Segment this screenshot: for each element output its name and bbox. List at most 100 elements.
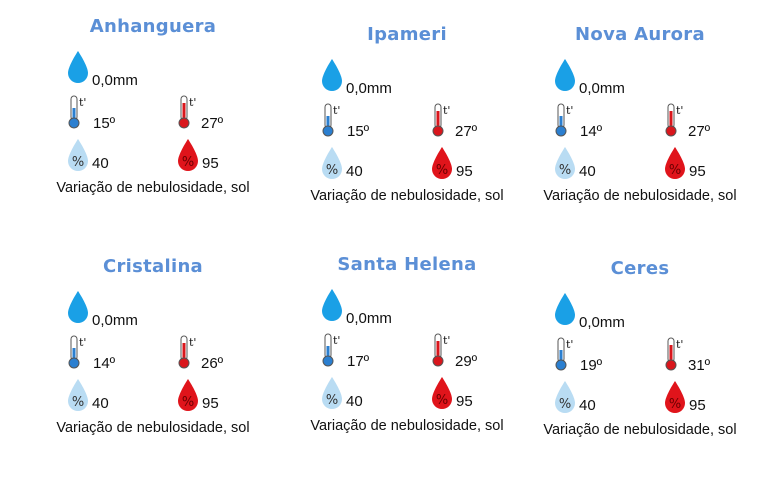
humidity-max-icon: % xyxy=(178,139,198,171)
humidity-max-icon: % xyxy=(178,379,198,411)
temperature-symbol: t' xyxy=(79,336,86,349)
thermometer-max-icon: t' xyxy=(432,103,450,137)
rainfall-value: 0,0mm xyxy=(346,80,392,97)
humidity-symbol: % xyxy=(559,163,571,178)
humidity-min-icon: % xyxy=(555,147,575,179)
temperature-min: 19º xyxy=(580,357,603,374)
temperature-symbol: t' xyxy=(333,334,340,347)
humidity-max: 95 xyxy=(689,163,706,180)
rainfall-value: 0,0mm xyxy=(579,314,625,331)
humidity-max: 95 xyxy=(202,395,219,412)
thermometer-max-icon: t' xyxy=(665,337,683,371)
thermometer-min-icon: t' xyxy=(68,335,86,369)
humidity-max-icon: % xyxy=(665,381,685,413)
humidity-min-icon: % xyxy=(322,147,342,179)
weather-condition: Variação de nebulosidade, sol xyxy=(543,422,737,438)
temperature-min: 17º xyxy=(347,353,370,370)
thermometer-min-icon: t' xyxy=(322,333,340,367)
city-name: Ceres xyxy=(610,258,670,279)
rainfall-value: 0,0mm xyxy=(346,310,392,327)
city-forecast-card: Ceres 0,0mm t' 19º t' 31º % 40 % 95 xyxy=(525,258,755,468)
temperature-symbol: t' xyxy=(333,104,340,117)
weather-condition: Variação de nebulosidade, sol xyxy=(56,420,250,436)
temperature-min: 14º xyxy=(580,123,603,140)
city-forecast-card: Ipameri 0,0mm t' 15º t' 27º % 40 % 95 xyxy=(292,24,522,234)
humidity-min: 40 xyxy=(92,395,109,412)
humidity-symbol: % xyxy=(669,163,681,178)
rainfall-value: 0,0mm xyxy=(92,312,138,329)
humidity-symbol: % xyxy=(72,155,84,170)
temperature-max: 27º xyxy=(455,123,478,140)
weather-condition: Variação de nebulosidade, sol xyxy=(310,418,504,434)
thermometer-max-icon: t' xyxy=(432,333,450,367)
humidity-min-icon: % xyxy=(555,381,575,413)
temperature-max: 29º xyxy=(455,353,478,370)
humidity-symbol: % xyxy=(326,393,338,408)
thermometer-min-icon: t' xyxy=(555,337,573,371)
thermometer-max-icon: t' xyxy=(178,335,196,369)
temperature-symbol: t' xyxy=(189,336,196,349)
humidity-symbol: % xyxy=(72,395,84,410)
temperature-max: 26º xyxy=(201,355,224,372)
city-name: Cristalina xyxy=(102,256,204,277)
humidity-symbol: % xyxy=(559,397,571,412)
rain-drop-icon xyxy=(68,291,88,323)
humidity-symbol: % xyxy=(669,397,681,412)
weather-condition: Variação de nebulosidade, sol xyxy=(543,188,737,204)
humidity-max: 95 xyxy=(689,397,706,414)
thermometer-min-icon: t' xyxy=(555,103,573,137)
humidity-min: 40 xyxy=(579,163,596,180)
humidity-min: 40 xyxy=(579,397,596,414)
humidity-symbol: % xyxy=(182,395,194,410)
humidity-symbol: % xyxy=(326,163,338,178)
temperature-symbol: t' xyxy=(566,104,573,117)
weather-condition: Variação de nebulosidade, sol xyxy=(310,188,504,204)
temperature-symbol: t' xyxy=(189,96,196,109)
temperature-symbol: t' xyxy=(79,96,86,109)
weather-condition: Variação de nebulosidade, sol xyxy=(56,180,250,196)
rainfall-value: 0,0mm xyxy=(92,72,138,89)
humidity-min: 40 xyxy=(92,155,109,172)
humidity-symbol: % xyxy=(182,155,194,170)
city-forecast-card: Anhanguera 0,0mm t' 15º t' 27º % 40 % xyxy=(38,16,268,226)
humidity-min-icon: % xyxy=(68,379,88,411)
humidity-symbol: % xyxy=(436,163,448,178)
city-forecast-card: Cristalina 0,0mm t' 14º t' 26º % 40 % xyxy=(38,256,268,466)
city-forecast-card: Santa Helena 0,0mm t' 17º t' 29º % 40 % xyxy=(292,254,522,464)
humidity-min: 40 xyxy=(346,393,363,410)
humidity-min-icon: % xyxy=(322,377,342,409)
temperature-min: 15º xyxy=(93,115,116,132)
temperature-max: 31º xyxy=(688,357,711,374)
city-name: Ipameri xyxy=(367,24,447,45)
temperature-symbol: t' xyxy=(676,338,683,351)
temperature-max: 27º xyxy=(688,123,711,140)
rain-drop-icon xyxy=(555,293,575,325)
city-forecast-card: Nova Aurora 0,0mm t' 14º t' 27º % 40 % xyxy=(525,24,755,234)
rain-drop-icon xyxy=(68,51,88,83)
humidity-symbol: % xyxy=(436,393,448,408)
humidity-max-icon: % xyxy=(432,377,452,409)
temperature-symbol: t' xyxy=(443,334,450,347)
temperature-max: 27º xyxy=(201,115,224,132)
city-name: Santa Helena xyxy=(337,254,477,275)
thermometer-min-icon: t' xyxy=(68,95,86,129)
temperature-min: 15º xyxy=(347,123,370,140)
rain-drop-icon xyxy=(322,59,342,91)
thermometer-min-icon: t' xyxy=(322,103,340,137)
thermometer-max-icon: t' xyxy=(178,95,196,129)
thermometer-max-icon: t' xyxy=(665,103,683,137)
humidity-max-icon: % xyxy=(432,147,452,179)
humidity-max: 95 xyxy=(456,393,473,410)
rain-drop-icon xyxy=(322,289,342,321)
rain-drop-icon xyxy=(555,59,575,91)
humidity-min-icon: % xyxy=(68,139,88,171)
temperature-symbol: t' xyxy=(566,338,573,351)
humidity-max-icon: % xyxy=(665,147,685,179)
temperature-symbol: t' xyxy=(676,104,683,117)
city-name: Nova Aurora xyxy=(575,24,705,45)
humidity-max: 95 xyxy=(456,163,473,180)
rainfall-value: 0,0mm xyxy=(579,80,625,97)
humidity-max: 95 xyxy=(202,155,219,172)
humidity-min: 40 xyxy=(346,163,363,180)
temperature-symbol: t' xyxy=(443,104,450,117)
